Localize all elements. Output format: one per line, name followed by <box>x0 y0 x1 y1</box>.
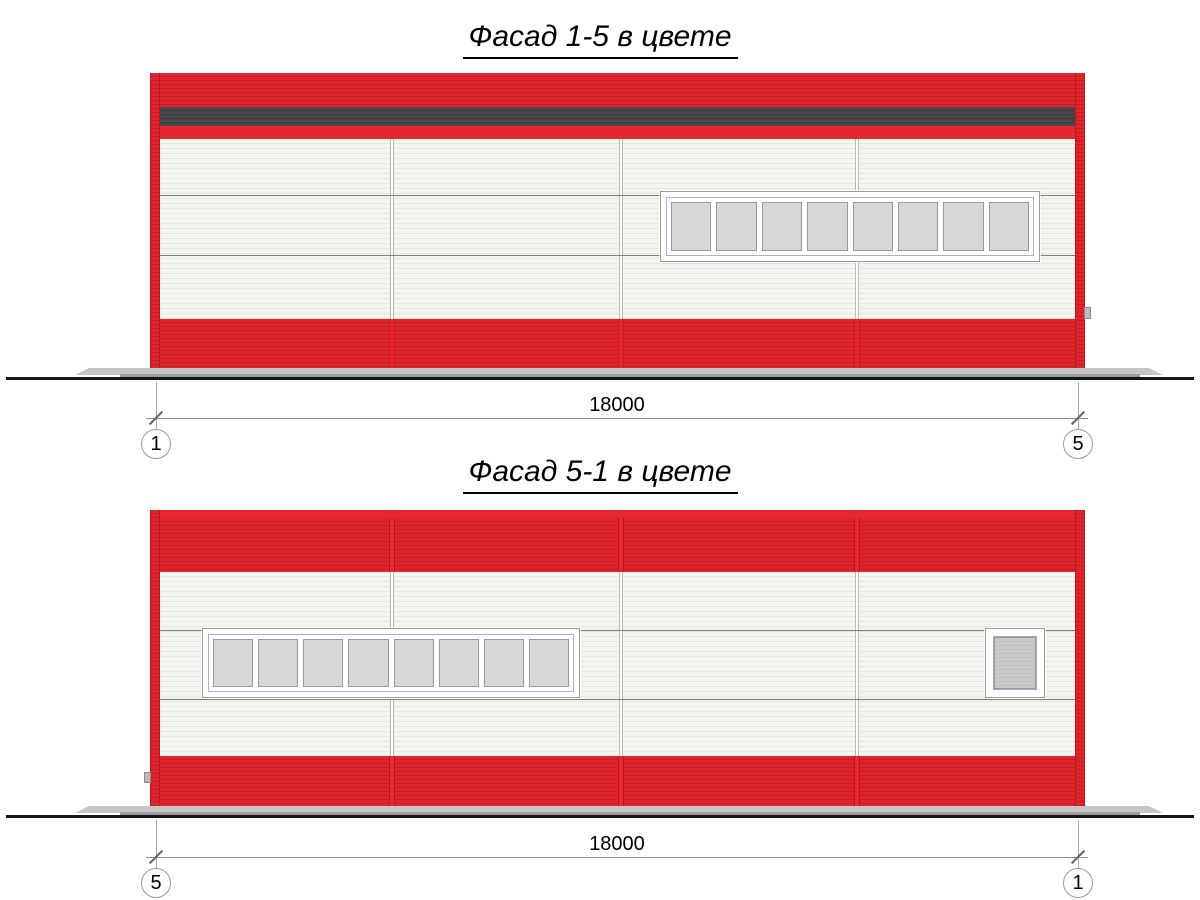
base-band-joint <box>854 756 860 810</box>
base-band-joint <box>618 756 624 810</box>
axis-label: 1 <box>150 432 162 455</box>
corner-trim-left <box>150 73 160 373</box>
extension-line <box>156 382 157 429</box>
axis-marker-left: 5 <box>141 868 171 898</box>
window-pane <box>348 639 389 687</box>
facade-1-5-title: Фасад 1-5 в цвете <box>0 20 1200 59</box>
panel-joint-vertical <box>855 572 859 756</box>
panel-joint-vertical <box>619 139 623 319</box>
facade-1-5-title-text: Фасад 1-5 в цвете <box>462 20 738 59</box>
window-pane <box>528 639 569 687</box>
panel-joint-horizontal <box>160 630 1075 631</box>
window-pane <box>994 637 1036 689</box>
axis-marker-left: 1 <box>141 429 171 459</box>
axis-label: 5 <box>150 871 162 894</box>
window-pane <box>716 202 757 251</box>
corner-trim-right <box>1075 510 1085 810</box>
ribbon-window-frame <box>666 197 1034 256</box>
panel-joint-horizontal <box>160 195 1075 196</box>
base-band-joint <box>854 319 860 373</box>
top-band-joint <box>389 518 395 572</box>
facade-5-1-title: Фасад 5-1 в цвете <box>0 455 1200 494</box>
panel-joint-horizontal <box>160 699 1075 700</box>
corner-trim-left <box>150 510 160 810</box>
parapet-band <box>160 73 1075 107</box>
window-pane <box>943 202 984 251</box>
extension-line <box>1078 382 1079 429</box>
dimension-line <box>146 857 1088 858</box>
panel-joint-horizontal <box>160 255 1075 256</box>
axis-label: 1 <box>1072 871 1084 894</box>
base-band <box>160 319 1075 373</box>
facade-1-5-elevation <box>150 73 1091 373</box>
window-pane <box>393 639 434 687</box>
ribbon-window-frame <box>208 634 574 692</box>
base-band-joint <box>389 319 395 373</box>
window-pane <box>988 202 1029 251</box>
wall-panels <box>160 572 1075 756</box>
dimension-line <box>146 418 1088 419</box>
window-pane <box>852 202 893 251</box>
wall-fixture <box>144 772 151 783</box>
ground-pad <box>75 806 1163 813</box>
top-band-joint <box>618 518 624 572</box>
ground-pad <box>75 368 1163 375</box>
facade-5-1-title-text: Фасад 5-1 в цвете <box>462 455 738 494</box>
panel-joint-vertical <box>390 139 394 319</box>
window-pane <box>258 639 299 687</box>
small-window <box>985 628 1045 698</box>
parapet-cap <box>160 510 1075 518</box>
window-pane <box>807 202 848 251</box>
extension-line <box>156 820 157 868</box>
window-pane <box>897 202 939 251</box>
window-pane <box>761 202 803 251</box>
red-accent-strip <box>160 126 1075 139</box>
axis-marker-right: 5 <box>1063 429 1093 459</box>
ground-pad-edge <box>120 374 1140 377</box>
axis-label: 5 <box>1072 432 1084 455</box>
window-pane <box>213 639 254 687</box>
small-window-frame <box>993 636 1037 690</box>
window-pane <box>671 202 712 251</box>
dark-accent-band <box>160 107 1075 126</box>
top-band <box>160 518 1075 572</box>
ribbon-window <box>660 191 1040 262</box>
ground-line <box>6 377 1194 380</box>
dimension-value: 18000 <box>589 394 645 416</box>
window-pane <box>303 639 344 687</box>
window-pane <box>483 639 524 687</box>
base-band-joint <box>389 756 395 810</box>
ground-line <box>6 815 1194 818</box>
panel-joint-vertical <box>619 572 623 756</box>
corner-trim-right <box>1075 73 1085 373</box>
top-band-joint <box>854 518 860 572</box>
ribbon-window <box>202 628 580 698</box>
window-pane <box>438 639 479 687</box>
base-band-joint <box>618 319 624 373</box>
axis-marker-right: 1 <box>1063 868 1093 898</box>
facade-5-1-elevation <box>144 510 1085 810</box>
dimension-value: 18000 <box>589 833 645 855</box>
ground-pad-edge <box>120 812 1140 815</box>
base-band <box>160 756 1075 810</box>
wall-fixture <box>1084 307 1091 319</box>
extension-line <box>1078 820 1079 868</box>
